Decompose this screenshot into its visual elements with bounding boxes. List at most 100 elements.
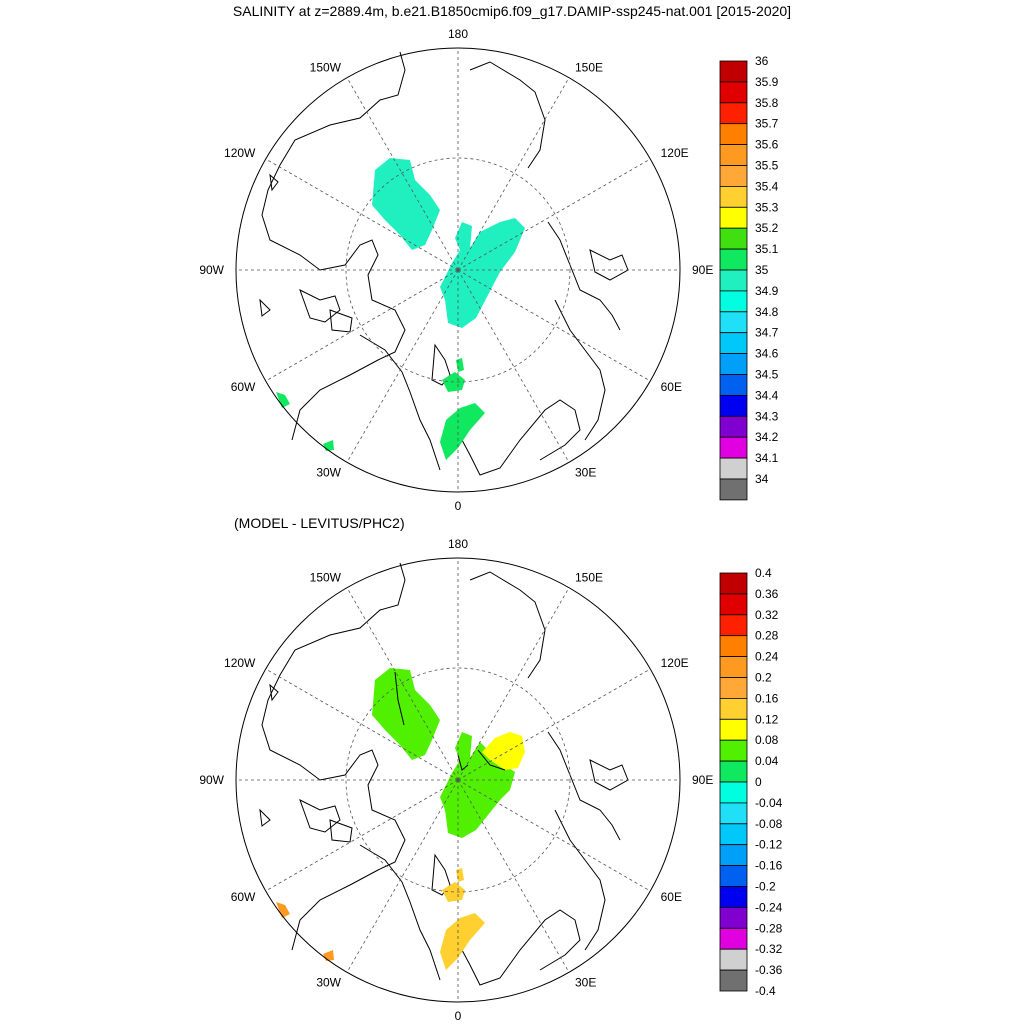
map-panel-1: 180 150E 120E 90E 60E 30E 0 30W 60W 90W 120W 150W: [199, 27, 713, 513]
colorbar-label: -0.16: [755, 859, 783, 873]
colorbar-swatch: [719, 353, 748, 375]
colorbar-swatch: [719, 572, 748, 595]
meridian-line: [265, 158, 459, 271]
colorbar-label: 0.24: [755, 650, 779, 664]
colorbar-label: -0.32: [755, 942, 783, 956]
map-boundary: [235, 47, 681, 493]
colorbar-label: 0.28: [755, 629, 779, 643]
lon-label: 30E: [575, 466, 596, 480]
colorbar-label: 35.1: [755, 242, 779, 256]
lon-label: 0: [455, 1009, 462, 1023]
longitude-labels: 180 150E 120E 90E 60E 30E 0 30W 60W 90W 120W 150W: [199, 27, 713, 513]
lon-label: 120W: [224, 656, 256, 670]
colorbar-label: 34: [755, 472, 769, 486]
colorbar-swatch: [719, 415, 748, 438]
colorbar-swatch: [719, 969, 748, 992]
colorbar-swatch: [719, 886, 748, 908]
field-labrador-sea: [276, 902, 334, 961]
colorbar-label: 0.12: [755, 712, 779, 726]
colorbar-label: 34.3: [755, 409, 779, 423]
colorbar-label: 0.08: [755, 733, 779, 747]
meridian-line: [346, 269, 459, 463]
colorbar-label: -0.36: [755, 963, 783, 977]
meridian-line: [457, 779, 651, 892]
meridian-line: [346, 779, 459, 973]
colorbar-swatch: [719, 677, 748, 699]
colorbar-label: 0.36: [755, 587, 779, 601]
colorbar-label: 35.5: [755, 159, 779, 173]
meridian-line: [265, 269, 459, 382]
colorbar-label: -0.08: [755, 817, 783, 831]
colorbar-swatch: [719, 290, 748, 313]
colorbar-swatch: [719, 865, 748, 887]
colorbar-swatch: [719, 311, 748, 334]
field-makarov-basin: [372, 668, 440, 760]
colorbar-swatch: [719, 739, 748, 762]
colorbar-label: 0.2: [755, 671, 772, 685]
colorbar-label: -0.4: [755, 984, 776, 998]
colorbar-label: -0.2: [755, 880, 776, 894]
colorbar-label: 35: [755, 263, 769, 277]
colorbar-label: 34.2: [755, 430, 779, 444]
colorbar-swatch: [719, 374, 748, 396]
contour-zero: [394, 671, 506, 771]
colorbar-label: 34.8: [755, 305, 779, 319]
colorbar-label: -0.12: [755, 838, 783, 852]
colorbar-label: 34.1: [755, 451, 779, 465]
field-eurasian-basin: [440, 218, 525, 328]
panel-subtitle: (MODEL - LEVITUS/PHC2): [234, 515, 405, 531]
colorbar-label: 34.4: [755, 388, 779, 402]
meridian-line: [457, 158, 651, 271]
field-makarov-basin: [372, 158, 440, 250]
colorbar-label: 0: [755, 775, 762, 789]
field-nordic-seas: [440, 868, 485, 970]
colorbar-swatch: [719, 593, 748, 616]
meridian-line: [457, 779, 570, 973]
map-land-outlines: [259, 562, 629, 986]
lon-label: 60W: [231, 890, 256, 904]
colorbar-swatch: [719, 907, 748, 929]
colorbar-swatch: [719, 718, 748, 741]
lon-label: 180: [448, 27, 468, 41]
meridian-line: [346, 77, 459, 271]
lon-label: 120W: [224, 146, 256, 160]
colorbar-swatch: [719, 478, 748, 501]
colorbar-swatch: [719, 436, 748, 459]
colorbar-label: 35.9: [755, 75, 779, 89]
meridian-line: [457, 77, 570, 271]
colorbar-swatch: [719, 248, 748, 271]
meridian-line: [265, 779, 459, 892]
colorbar-1: 36 35.9 35.8 35.7 35.6 35.5 35.4 35.3 35.2 35.1 35…: [719, 54, 779, 501]
colorbar-label: 34.6: [755, 347, 779, 361]
latitude-circle-75: [345, 157, 571, 383]
panel-salinity: 180 150E 120E 90E 60E 30E 0 30W 60W 90W 120W 150W 3…: [199, 27, 778, 513]
colorbar-label: -0.04: [755, 796, 783, 810]
colorbar-swatch: [719, 185, 748, 208]
colorbar-swatch: [719, 165, 748, 187]
colorbar-label: 35.8: [755, 96, 779, 110]
longitude-labels: 180 150E 120E 90E 60E 30E 0 30W 60W 90W 120W 150W: [199, 537, 713, 1023]
colorbar-label: 0.16: [755, 691, 779, 705]
lon-label: 150W: [310, 570, 342, 584]
panel-difference: (MODEL - LEVITUS/PHC2): [199, 515, 782, 1023]
colorbar-swatch: [719, 394, 748, 417]
lon-label: 180: [448, 537, 468, 551]
colorbar-label: 35.3: [755, 200, 779, 214]
colorbar-swatch: [719, 781, 748, 804]
colorbar-swatch: [719, 227, 748, 250]
map-panel-2: 180 150E 120E 90E 60E 30E 0 30W 60W 90W 120W 150W: [199, 537, 713, 1023]
colorbar-swatch: [719, 760, 748, 783]
colorbar-label: 0.32: [755, 608, 779, 622]
colorbar-swatch: [719, 81, 748, 104]
lon-label: 90W: [199, 263, 224, 277]
meridian-line: [457, 668, 651, 781]
colorbar-label: 34.5: [755, 368, 779, 382]
meridian-line: [265, 668, 459, 781]
meridian-line: [346, 587, 459, 781]
colorbar-swatch: [719, 948, 748, 971]
figure-title: SALINITY at z=2889.4m, b.e21.B1850cmip6.…: [233, 3, 791, 19]
map-land-outlines: [259, 51, 629, 476]
colorbar-swatch: [719, 332, 748, 355]
colorbar-label: 36: [755, 54, 769, 68]
colorbar-label: 0.4: [755, 566, 772, 580]
